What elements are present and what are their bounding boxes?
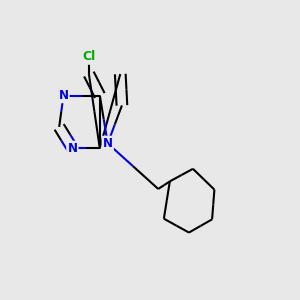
Text: N: N (68, 142, 77, 155)
Text: Cl: Cl (82, 50, 95, 63)
Text: N: N (103, 137, 113, 150)
Text: N: N (58, 89, 68, 102)
